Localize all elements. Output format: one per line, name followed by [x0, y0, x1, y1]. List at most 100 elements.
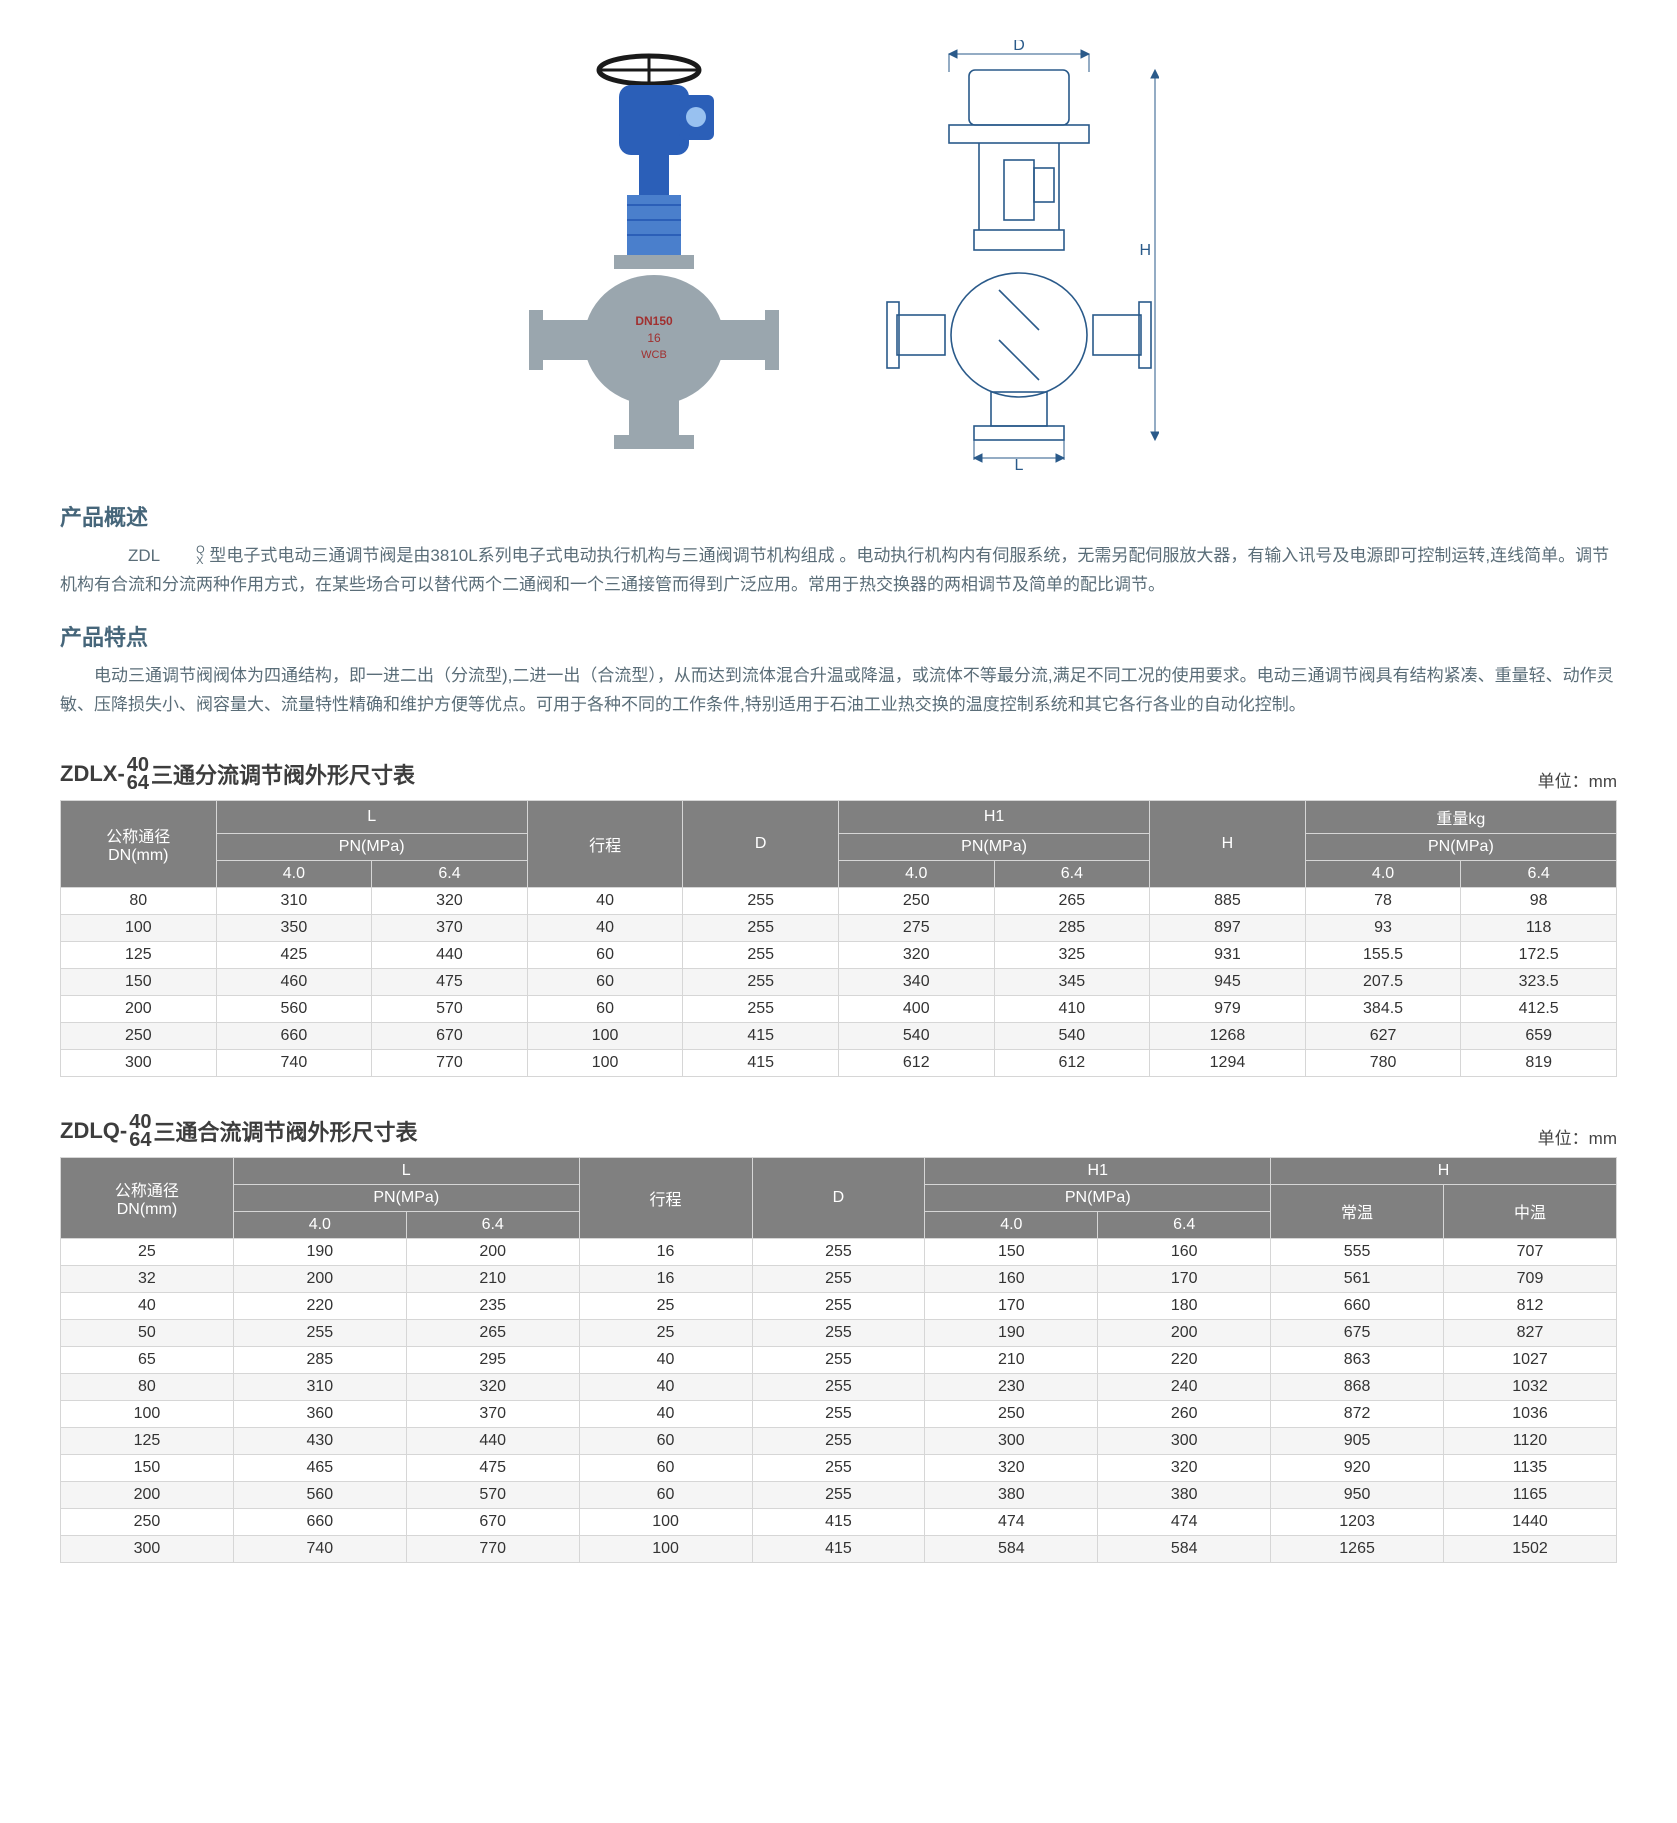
table-cell: 275 — [838, 914, 994, 941]
table-cell: 707 — [1444, 1238, 1617, 1265]
table-cell: 255 — [752, 1454, 925, 1481]
table-cell: 285 — [994, 914, 1150, 941]
t2-h-d: D — [752, 1157, 925, 1238]
table-cell: 200 — [61, 1481, 234, 1508]
t2-h-dn: 公称通径 DN(mm) — [61, 1157, 234, 1238]
table-cell: 931 — [1150, 941, 1306, 968]
t1-h-pn3: PN(MPa) — [1305, 833, 1616, 860]
table-cell: 612 — [838, 1049, 994, 1076]
table-cell: 440 — [372, 941, 528, 968]
t2-h-h: H — [1271, 1157, 1617, 1184]
table2-title: ZDLQ- 40 64 三通合流调节阀外形尺寸表 — [60, 1113, 417, 1149]
t2-h-64a: 6.4 — [406, 1211, 579, 1238]
table-cell: 863 — [1271, 1346, 1444, 1373]
table-cell: 220 — [233, 1292, 406, 1319]
table-cell: 210 — [925, 1346, 1098, 1373]
table-cell: 770 — [372, 1049, 528, 1076]
t2-h-64b: 6.4 — [1098, 1211, 1271, 1238]
table-cell: 250 — [61, 1022, 217, 1049]
table-cell: 250 — [61, 1508, 234, 1535]
table-row: 200560570602553803809501165 — [61, 1481, 1617, 1508]
body-marking-dn: DN150 — [635, 314, 673, 328]
table-cell: 1265 — [1271, 1535, 1444, 1562]
table-cell: 255 — [233, 1319, 406, 1346]
table-cell: 310 — [233, 1373, 406, 1400]
table-cell: 250 — [838, 887, 994, 914]
table-cell: 584 — [925, 1535, 1098, 1562]
table-cell: 40 — [527, 914, 683, 941]
t1-h-h1: H1 — [838, 800, 1149, 833]
table-cell: 659 — [1461, 1022, 1617, 1049]
table-cell: 320 — [406, 1373, 579, 1400]
table1-title-suffix: 三通分流调节阀外形尺寸表 — [151, 758, 415, 790]
table-cell: 310 — [216, 887, 372, 914]
table-cell: 60 — [527, 995, 683, 1022]
table-cell: 100 — [579, 1535, 752, 1562]
table-cell: 675 — [1271, 1319, 1444, 1346]
table-cell: 160 — [925, 1265, 1098, 1292]
table-cell: 570 — [406, 1481, 579, 1508]
t1-h-weight: 重量kg — [1305, 800, 1616, 833]
table-cell: 1268 — [1150, 1022, 1306, 1049]
table-row: 25066067010041547447412031440 — [61, 1508, 1617, 1535]
table-cell: 474 — [1098, 1508, 1271, 1535]
table2-frac-bot: 64 — [129, 1131, 151, 1149]
table-cell: 93 — [1305, 914, 1461, 941]
table-cell: 340 — [838, 968, 994, 995]
table-cell: 190 — [233, 1238, 406, 1265]
table-cell: 260 — [1098, 1400, 1271, 1427]
table-cell: 415 — [683, 1022, 839, 1049]
table-cell: 868 — [1271, 1373, 1444, 1400]
table-cell: 320 — [838, 941, 994, 968]
t1-h-64a: 6.4 — [372, 860, 528, 887]
table-row: 3007407701004156126121294780819 — [61, 1049, 1617, 1076]
table-cell: 150 — [61, 968, 217, 995]
product-photo: DN150 16 WCB — [519, 40, 799, 470]
table-cell: 1036 — [1444, 1400, 1617, 1427]
table-cell: 905 — [1271, 1427, 1444, 1454]
table-cell: 255 — [683, 941, 839, 968]
table-cell: 320 — [925, 1454, 1098, 1481]
t1-h-d: D — [683, 800, 839, 887]
table-cell: 561 — [1271, 1265, 1444, 1292]
t2-h-l: L — [233, 1157, 579, 1184]
table-cell: 255 — [752, 1265, 925, 1292]
body-marking-mat: WCB — [641, 349, 667, 361]
table-cell: 320 — [1098, 1454, 1271, 1481]
table-row: 4022023525255170180660812 — [61, 1292, 1617, 1319]
t1-h-pn1: PN(MPa) — [216, 833, 527, 860]
table-cell: 475 — [372, 968, 528, 995]
table-cell: 172.5 — [1461, 941, 1617, 968]
table-cell: 60 — [527, 941, 683, 968]
table-cell: 250 — [925, 1400, 1098, 1427]
table-cell: 384.5 — [1305, 995, 1461, 1022]
table-cell: 40 — [527, 887, 683, 914]
t1-h-40b: 4.0 — [838, 860, 994, 887]
table-cell: 200 — [406, 1238, 579, 1265]
table-cell: 207.5 — [1305, 968, 1461, 995]
table-cell: 255 — [752, 1400, 925, 1427]
table-cell: 160 — [1098, 1238, 1271, 1265]
table-cell: 125 — [61, 1427, 234, 1454]
table-cell: 560 — [233, 1481, 406, 1508]
t1-h-64b: 6.4 — [994, 860, 1150, 887]
table-cell: 16 — [579, 1265, 752, 1292]
table-cell: 40 — [579, 1373, 752, 1400]
table-cell: 345 — [994, 968, 1150, 995]
table-cell: 265 — [994, 887, 1150, 914]
table-cell: 235 — [406, 1292, 579, 1319]
table-cell: 415 — [752, 1535, 925, 1562]
table-cell: 1165 — [1444, 1481, 1617, 1508]
table-cell: 32 — [61, 1265, 234, 1292]
table-cell: 40 — [579, 1346, 752, 1373]
table-cell: 125 — [61, 941, 217, 968]
table-cell: 460 — [216, 968, 372, 995]
table-row: 3220021016255160170561709 — [61, 1265, 1617, 1292]
t2-h-h1: H1 — [925, 1157, 1271, 1184]
table-cell: 465 — [233, 1454, 406, 1481]
t1-h-stroke: 行程 — [527, 800, 683, 887]
table-cell: 560 — [216, 995, 372, 1022]
table-row: 2519020016255150160555707 — [61, 1238, 1617, 1265]
table-cell: 40 — [61, 1292, 234, 1319]
overview-prefix: ZDL — [94, 542, 160, 571]
